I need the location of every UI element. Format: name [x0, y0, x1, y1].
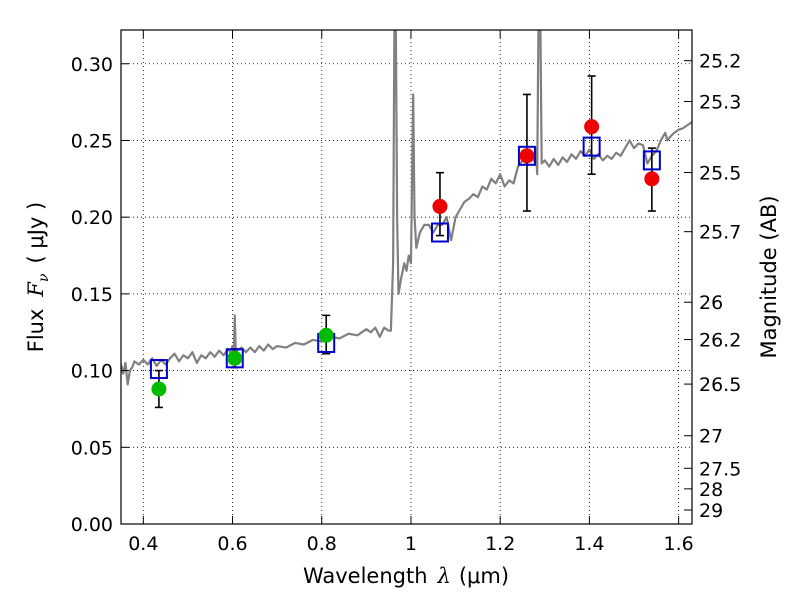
plot-background — [121, 30, 692, 524]
magnitude-tick-label: 28 — [699, 479, 723, 501]
y-tick-label: 0.00 — [71, 514, 113, 536]
x-axis-lambda: λ — [437, 564, 451, 588]
x-tick-label: 1.2 — [485, 533, 515, 555]
magnitude-tick-label: 26.5 — [699, 374, 741, 396]
optical-flux-point — [151, 381, 167, 397]
x-tick-label: 1 — [405, 533, 417, 555]
model-photometry-square — [149, 359, 168, 380]
x-tick-label: 1.4 — [574, 533, 604, 555]
x-tick-label: 0.6 — [217, 533, 247, 555]
magnitude-tick-label: 26 — [699, 292, 723, 314]
optical-flux-point — [318, 327, 334, 343]
magnitude-axis-title: Magnitude (AB) — [757, 195, 781, 358]
magnitude-tick-label: 25.7 — [699, 222, 741, 244]
model-photometry-square — [642, 150, 661, 171]
model-photometry-square — [225, 348, 244, 369]
y-axis-title: Flux Fν ( μJy ) — [24, 202, 52, 352]
near-ir-flux-point — [519, 148, 535, 164]
model-photometry-square — [430, 222, 449, 243]
axis-ticks: 0.4 0.6 0.8 1 1.2 1.4 1.6 0.00 0.05 0.10 0.15 0.20 0… — [71, 30, 741, 555]
plot-frame — [120, 29, 693, 525]
magnitude-tick-label: 26.2 — [699, 330, 741, 352]
x-tick-label: 1.6 — [664, 533, 694, 555]
model-photometry-square — [582, 136, 601, 157]
x-axis-unit: (μm) — [459, 564, 509, 588]
x-axis-title-prefix: Wavelength — [303, 564, 428, 588]
x-tick-label: 0.4 — [128, 533, 158, 555]
near-ir-flux-point — [584, 119, 600, 135]
near-ir-flux-point — [644, 171, 660, 187]
y-tick-label: 0.05 — [71, 437, 113, 459]
y-axis-title-prefix: Flux — [24, 309, 48, 353]
y-axis-unit: ( μJy ) — [24, 202, 48, 264]
y-tick-label: 0.15 — [71, 284, 113, 306]
x-axis-title: Wavelength λ (μm) — [303, 564, 509, 588]
spectrum-line — [121, 30, 692, 386]
y-tick-label: 0.25 — [71, 130, 113, 152]
magnitude-tick-label: 25.3 — [699, 91, 741, 113]
magnitude-tick-label: 27.5 — [699, 458, 741, 480]
magnitude-tick-label: 27 — [699, 426, 723, 448]
y-axis-symbol: F — [24, 281, 48, 298]
y-tick-label: 0.30 — [71, 54, 113, 76]
magnitude-tick-label: 29 — [699, 500, 723, 522]
magnitude-tick-label: 25.5 — [699, 163, 741, 185]
y-tick-label: 0.20 — [71, 207, 113, 229]
model-photometry-square — [517, 145, 536, 166]
optical-flux-point — [227, 350, 243, 366]
near-ir-flux-point — [432, 198, 448, 214]
y-tick-label: 0.10 — [71, 361, 113, 383]
y-axis-subscript: ν — [36, 273, 52, 282]
x-tick-label: 0.8 — [307, 533, 337, 555]
magnitude-tick-label: 25.2 — [699, 51, 741, 73]
plot-data — [121, 30, 692, 409]
